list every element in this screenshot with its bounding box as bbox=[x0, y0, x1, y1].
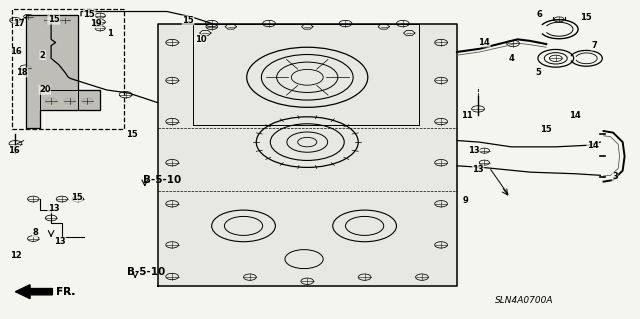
Text: 15: 15 bbox=[48, 15, 60, 24]
Text: 15: 15 bbox=[70, 193, 83, 202]
Text: 15: 15 bbox=[182, 16, 194, 25]
Text: FR.: FR. bbox=[56, 287, 75, 297]
Text: 13: 13 bbox=[48, 204, 60, 213]
Text: 15: 15 bbox=[580, 13, 592, 22]
Text: 6: 6 bbox=[537, 10, 543, 19]
Text: 14: 14 bbox=[479, 38, 490, 47]
Polygon shape bbox=[26, 15, 100, 128]
Polygon shape bbox=[15, 285, 52, 299]
Text: 1: 1 bbox=[107, 28, 113, 38]
Text: B-5-10: B-5-10 bbox=[143, 175, 181, 185]
Text: 20: 20 bbox=[39, 85, 51, 94]
Text: 17: 17 bbox=[13, 19, 25, 28]
Text: 18: 18 bbox=[16, 68, 28, 77]
Polygon shape bbox=[157, 24, 457, 286]
Text: 16: 16 bbox=[8, 145, 20, 154]
Text: 19: 19 bbox=[90, 19, 102, 28]
Text: 14: 14 bbox=[569, 111, 580, 120]
Text: 11: 11 bbox=[461, 111, 472, 120]
Text: 7: 7 bbox=[591, 41, 597, 50]
Text: SLN4A0700A: SLN4A0700A bbox=[495, 296, 554, 305]
Text: 16: 16 bbox=[10, 48, 21, 56]
Text: 2: 2 bbox=[40, 51, 45, 60]
Text: 10: 10 bbox=[195, 35, 207, 44]
Text: 14: 14 bbox=[587, 141, 598, 150]
Text: 8: 8 bbox=[32, 228, 38, 237]
Text: 12: 12 bbox=[10, 251, 21, 260]
Text: 13: 13 bbox=[54, 237, 66, 246]
Text: 9: 9 bbox=[463, 196, 468, 205]
Text: 15: 15 bbox=[126, 130, 138, 139]
Text: 15: 15 bbox=[540, 125, 552, 134]
Bar bbox=[12, 9, 124, 130]
Text: 13: 13 bbox=[468, 145, 480, 154]
Text: 13: 13 bbox=[472, 165, 484, 174]
Text: 4: 4 bbox=[508, 54, 514, 63]
Text: 5: 5 bbox=[536, 68, 541, 77]
Text: B-5-10: B-5-10 bbox=[127, 267, 165, 277]
Text: FR.: FR. bbox=[56, 287, 76, 297]
Text: 15: 15 bbox=[83, 10, 95, 19]
Text: 3: 3 bbox=[612, 172, 618, 182]
